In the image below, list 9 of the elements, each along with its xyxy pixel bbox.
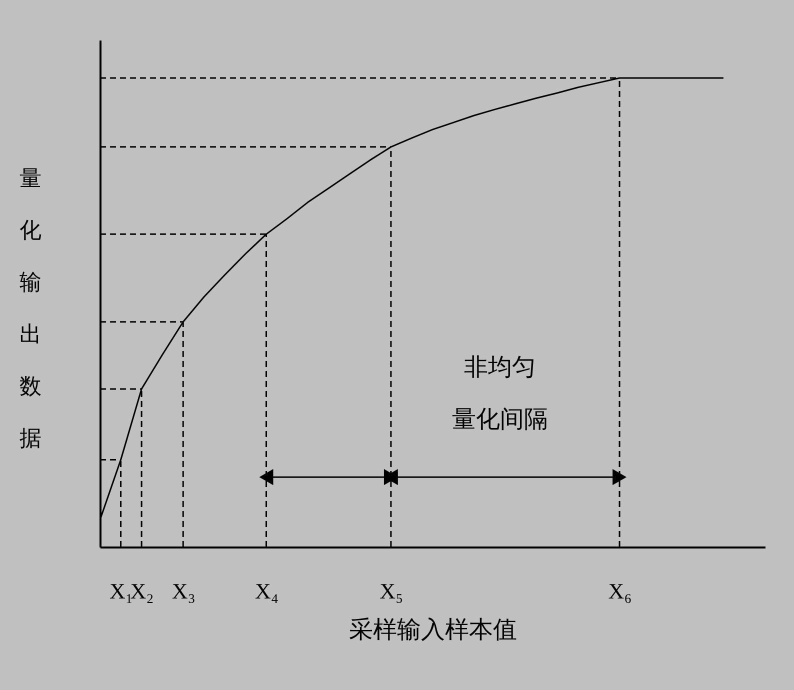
text: 量化输出数据	[20, 166, 42, 452]
x-axis-title: 采样输入样本值	[349, 616, 517, 644]
x-tick-label: X₃	[172, 578, 196, 604]
x-tick-label: X₄	[254, 578, 279, 604]
x-tick-label: X₂	[130, 578, 154, 604]
x-tick-label: X₆	[608, 578, 632, 604]
x-tick-label: X₅	[380, 578, 404, 604]
annotation: 非均匀	[464, 353, 536, 381]
annotation: 量化间隔	[452, 405, 548, 433]
